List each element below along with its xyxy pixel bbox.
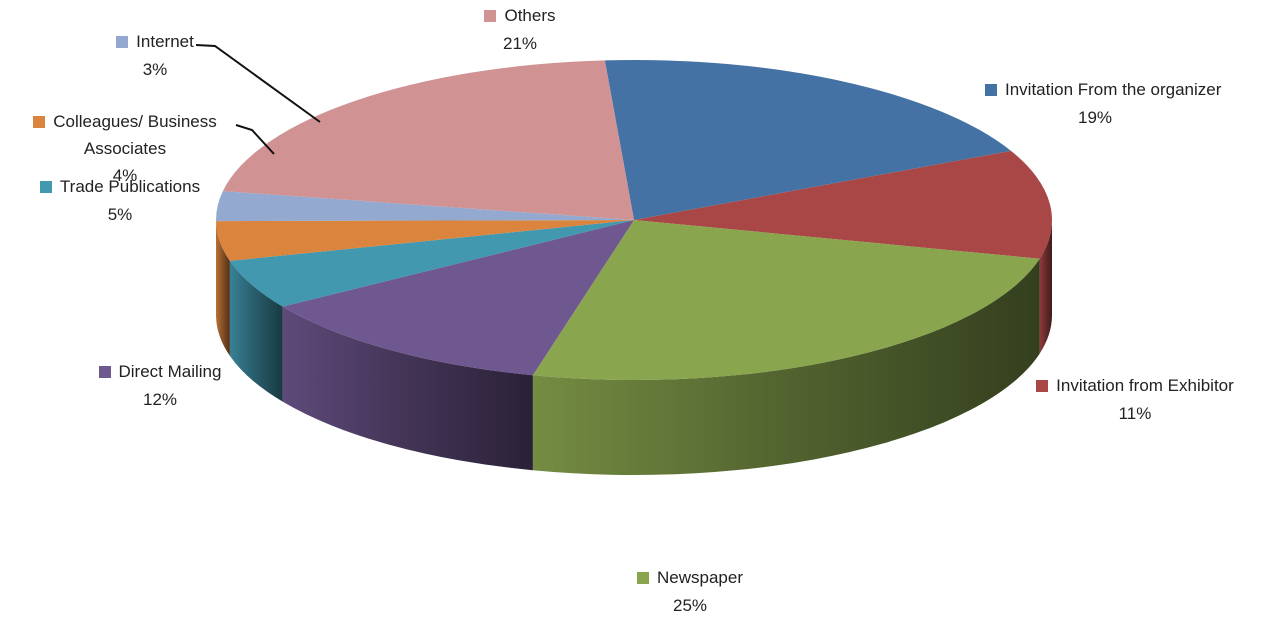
legend-swatch-internet	[116, 36, 128, 48]
legend-swatch-direct-mailing	[99, 366, 111, 378]
label-invitation-exhibitor: Invitation from Exhibitor 11%	[1000, 372, 1270, 428]
slice-label-text: Newspaper	[657, 568, 743, 587]
slice-value-label: 21%	[420, 30, 620, 58]
legend-swatch-invitation-exhibitor	[1036, 380, 1048, 392]
slice-value-label: 19%	[985, 104, 1205, 132]
label-others: Others 21%	[420, 2, 620, 58]
pie-slices	[216, 60, 1052, 380]
label-colleagues: Colleagues/ Business Associates 4%	[10, 108, 240, 189]
slice-value-label: 4%	[10, 162, 240, 189]
legend-swatch-others	[484, 10, 496, 22]
label-newspaper: Newspaper 25%	[590, 564, 790, 620]
legend-swatch-newspaper	[637, 572, 649, 584]
slice-value-label: 11%	[1000, 400, 1270, 428]
slice-label-text: Colleagues/ Business Associates	[53, 112, 216, 158]
slice-label-text: Others	[504, 6, 555, 25]
label-internet: Internet 3%	[75, 28, 235, 84]
slice-label-text: Internet	[136, 32, 194, 51]
label-direct-mailing: Direct Mailing 12%	[60, 358, 260, 414]
slice-value-label: 25%	[590, 592, 790, 620]
slice-value-label: 3%	[75, 56, 235, 84]
slice-label-text: Invitation From the organizer	[1005, 80, 1221, 99]
legend-swatch-colleagues	[33, 116, 45, 128]
slice-label-text: Direct Mailing	[119, 362, 222, 381]
slice-value-label: 5%	[10, 201, 230, 229]
label-invitation-organizer: Invitation From the organizer 19%	[985, 76, 1205, 132]
legend-swatch-invitation-organizer	[985, 84, 997, 96]
slice-label-text: Invitation from Exhibitor	[1056, 376, 1234, 395]
slice-value-label: 12%	[60, 386, 260, 414]
